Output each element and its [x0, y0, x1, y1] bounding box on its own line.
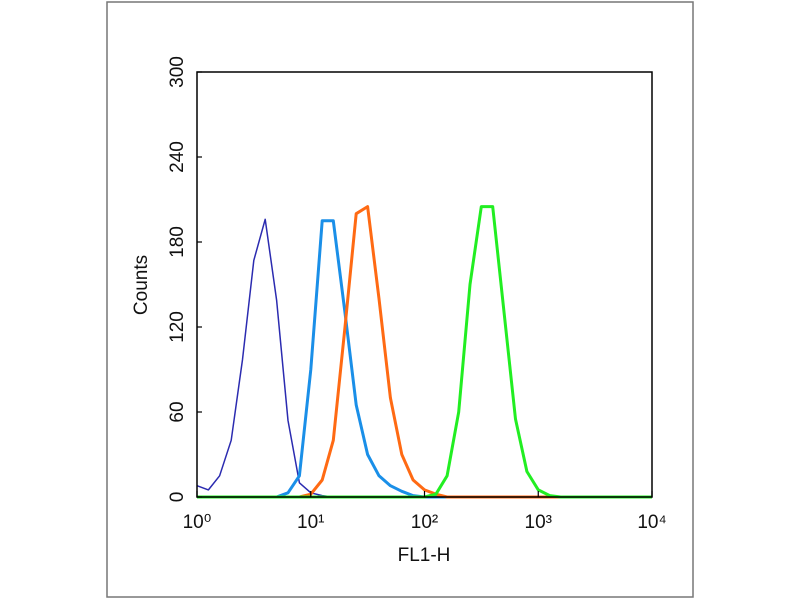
y-tick-label: 60 [167, 401, 188, 422]
x-tick-label: 10⁴ [637, 512, 666, 533]
x-tick-label: 10² [411, 512, 438, 533]
x-tick-label: 10¹ [297, 512, 324, 533]
x-tick-label: 10⁰ [183, 512, 212, 533]
y-tick-label: 120 [167, 311, 188, 343]
frame [106, 1, 694, 598]
y-tick-label: 240 [167, 141, 188, 173]
y-tick-label: 300 [167, 56, 188, 88]
x-tick-label: 10³ [525, 512, 552, 533]
x-axis-label: FL1-H [398, 545, 451, 566]
y-tick-label: 180 [167, 226, 188, 258]
y-tick-label: 0 [167, 492, 188, 503]
y-axis-label: Counts [131, 255, 152, 315]
